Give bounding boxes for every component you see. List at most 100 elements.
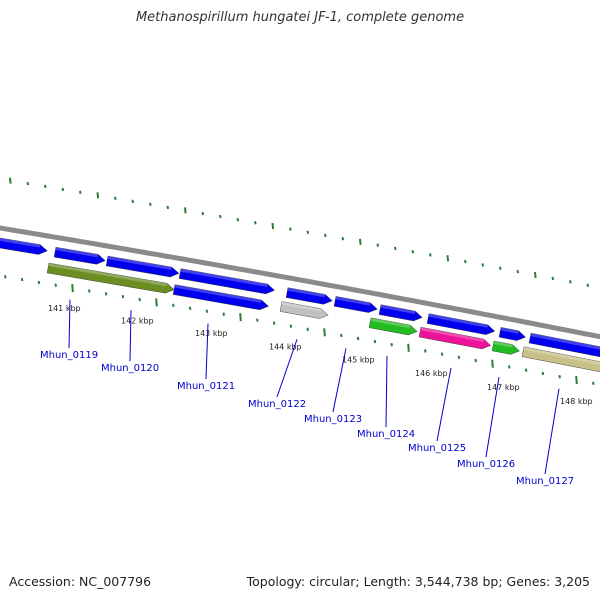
outer-minor-tick xyxy=(289,227,292,231)
cds-arrow xyxy=(426,313,496,335)
inner-minor-tick xyxy=(37,280,41,285)
outer-major-tick xyxy=(534,271,537,279)
outer-minor-tick xyxy=(324,233,327,238)
gene-label: Mhun_0126 xyxy=(457,459,515,470)
gene-leader-line xyxy=(436,367,452,442)
cds-arrow xyxy=(105,255,180,278)
gene-leader-line xyxy=(485,376,500,458)
gene-leader-line xyxy=(205,323,209,380)
scale-label: 144 kbp xyxy=(269,342,302,351)
inner-minor-tick xyxy=(340,333,343,338)
cds-arrow xyxy=(378,304,423,322)
cds-arrow xyxy=(333,296,378,313)
gene-leader-line xyxy=(385,355,388,428)
inner-minor-tick xyxy=(440,352,444,356)
outer-major-tick xyxy=(446,255,450,262)
outer-minor-tick xyxy=(236,218,240,222)
outer-minor-tick xyxy=(254,221,257,225)
green-gene-bar xyxy=(491,340,520,355)
cds-arrow xyxy=(528,332,600,357)
magenta-gene-bar xyxy=(418,326,492,350)
outer-minor-tick xyxy=(79,190,82,195)
cds-arrow xyxy=(285,287,333,305)
scale-label: 142 kbp xyxy=(121,316,154,325)
outer-major-tick xyxy=(96,192,100,199)
inner-minor-tick xyxy=(390,343,393,347)
outer-minor-tick xyxy=(219,214,222,219)
inner-minor-tick xyxy=(222,312,225,316)
inner-minor-tick xyxy=(474,358,477,363)
inner-major-tick xyxy=(71,283,74,293)
gene-label: Mhun_0122 xyxy=(248,399,306,410)
outer-minor-tick xyxy=(499,266,502,270)
inner-major-tick xyxy=(575,375,578,385)
inner-minor-tick xyxy=(20,277,24,282)
inner-major-tick xyxy=(239,313,242,322)
cds-arrow xyxy=(0,237,48,255)
inner-minor-tick xyxy=(205,309,209,313)
inner-minor-tick xyxy=(104,292,108,296)
inner-minor-tick xyxy=(4,275,7,279)
outer-minor-tick xyxy=(586,283,590,287)
gene-leader-line xyxy=(129,310,132,362)
gene-label: Mhun_0119 xyxy=(40,350,98,361)
outer-minor-tick xyxy=(411,249,415,254)
inner-minor-tick xyxy=(88,289,91,293)
inner-minor-tick xyxy=(541,371,545,376)
outer-minor-tick xyxy=(464,259,467,264)
outer-minor-tick xyxy=(149,202,152,207)
gene-leader-line xyxy=(544,388,560,475)
inner-minor-tick xyxy=(524,368,528,372)
inner-minor-tick xyxy=(356,336,360,341)
inner-minor-tick xyxy=(172,303,175,308)
gene-leader-line xyxy=(68,299,71,349)
inner-minor-tick xyxy=(289,324,293,328)
inner-minor-tick xyxy=(121,294,125,299)
inner-minor-tick xyxy=(272,321,276,325)
inner-minor-tick xyxy=(558,375,561,379)
inner-minor-tick xyxy=(373,339,377,344)
scale-label: 148 kbp xyxy=(560,397,593,406)
scale-label: 141 kbp xyxy=(48,304,81,313)
inner-minor-tick xyxy=(508,365,511,369)
inner-minor-tick xyxy=(54,283,57,287)
cds-arrow xyxy=(172,284,269,310)
gene-label: Mhun_0120 xyxy=(101,363,159,374)
outer-minor-tick xyxy=(569,280,572,284)
gene-label: Mhun_0123 xyxy=(304,414,362,425)
inner-major-tick xyxy=(407,343,410,352)
outer-minor-tick xyxy=(201,211,205,216)
genome-summary-text: Topology: circular; Length: 3,544,738 bp… xyxy=(246,574,590,589)
outer-minor-tick xyxy=(44,184,47,189)
gene-label: Mhun_0121 xyxy=(177,381,235,392)
outer-minor-tick xyxy=(516,269,520,274)
inner-major-tick xyxy=(155,298,158,307)
inner-minor-tick xyxy=(256,318,259,322)
outer-minor-tick xyxy=(26,181,30,186)
outer-minor-tick xyxy=(551,276,555,281)
gene-label: Mhun_0124 xyxy=(357,429,415,440)
outer-minor-tick xyxy=(61,187,65,192)
inner-minor-tick xyxy=(138,297,141,302)
green-gene-bar xyxy=(368,317,418,336)
inner-minor-tick xyxy=(424,349,427,353)
outer-major-tick xyxy=(184,207,187,214)
gray-gene-bar xyxy=(279,301,329,319)
outer-major-tick xyxy=(359,238,362,245)
scale-label: 143 kbp xyxy=(195,329,228,338)
outer-minor-tick xyxy=(376,243,380,247)
inner-major-tick xyxy=(491,359,494,368)
accession-text: Accession: NC_007796 xyxy=(9,574,152,589)
inner-minor-tick xyxy=(188,306,192,310)
cds-arrow xyxy=(53,246,106,265)
outer-minor-tick xyxy=(114,196,117,201)
genome-backbone xyxy=(0,225,600,340)
inner-minor-tick xyxy=(306,327,309,331)
outer-minor-tick xyxy=(341,236,345,241)
cds-arrow xyxy=(498,327,526,341)
inner-minor-tick xyxy=(592,381,595,386)
scale-label: 146 kbp xyxy=(415,369,448,378)
map-title: Methanospirillum hungatei JF-1, complete… xyxy=(135,10,465,25)
outer-minor-tick xyxy=(481,263,485,267)
